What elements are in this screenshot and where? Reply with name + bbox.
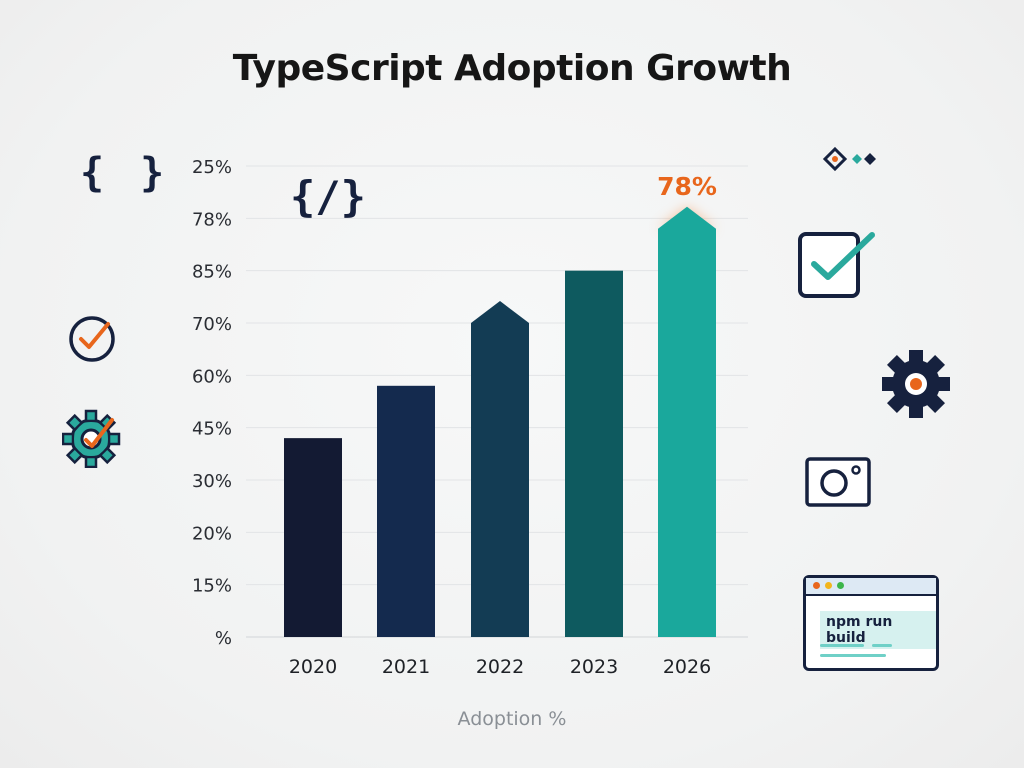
terminal-line (820, 644, 864, 647)
bar (658, 206, 716, 638)
camera-icon (805, 457, 871, 507)
annotations: 78% (657, 172, 717, 201)
chart-title: TypeScript Adoption Growth (232, 48, 792, 89)
terminal-window-icon: npm run build (803, 575, 939, 671)
y-tick-label: 60% (192, 366, 232, 387)
terminal-line (872, 644, 892, 647)
bar (471, 301, 529, 637)
checkbox-checked-icon (798, 232, 875, 298)
x-tick-label: 2021 (382, 656, 430, 678)
y-tick-label: 25% (192, 157, 232, 178)
x-tick-label: 2022 (476, 656, 524, 678)
terminal-command: npm run build (820, 611, 936, 649)
diamond-dots-icon (822, 146, 876, 172)
y-tick-label: 70% (192, 314, 232, 335)
gear-icon (882, 350, 950, 418)
check-circle-icon (69, 316, 115, 362)
data-label: 78% (657, 172, 717, 201)
y-tick-label: 78% (192, 209, 232, 230)
bars (284, 206, 716, 638)
x-tick-label: 2026 (663, 656, 711, 678)
y-tick-label: 85% (192, 262, 232, 283)
x-tick-label: 2023 (570, 656, 618, 678)
terminal-dot-red (813, 582, 820, 589)
gear-check-icon (62, 409, 121, 468)
y-tick-label: 45% (192, 419, 232, 440)
bar (377, 385, 435, 637)
code-braces-icon: { } (80, 150, 171, 196)
y-tick-label: % (215, 628, 232, 649)
terminal-title-bar (806, 578, 936, 596)
y-tick-labels: % 15% 20% 30% 45% 60% 70% 85% 78% 25% (192, 157, 232, 649)
y-tick-label: 15% (192, 576, 232, 597)
x-tick-label: 2020 (289, 656, 337, 678)
y-tick-label: 20% (192, 523, 232, 544)
bar (284, 438, 342, 637)
terminal-dot-yellow (825, 582, 832, 589)
terminal-line (820, 654, 886, 657)
x-tick-labels: 2020 2021 2022 2023 2026 (289, 656, 711, 678)
bar (565, 270, 623, 637)
x-axis-label: Adoption % (457, 708, 567, 730)
terminal-dot-green (837, 582, 844, 589)
y-tick-label: 30% (192, 471, 232, 492)
code-slash-icon: {/} (290, 172, 366, 221)
